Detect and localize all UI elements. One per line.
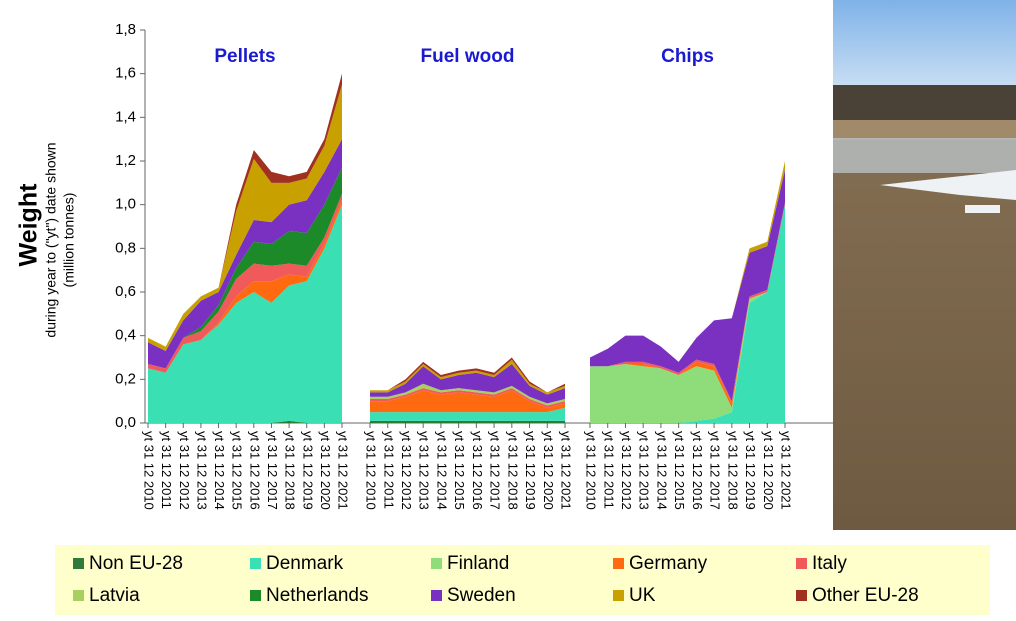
area: [590, 204, 785, 423]
panel-title: Chips: [661, 46, 714, 67]
area: [370, 420, 565, 423]
x-tick-label: yt 31 12 2010: [364, 431, 379, 510]
legend-box: [55, 545, 990, 615]
x-tick-label: yt 31 12 2012: [177, 431, 192, 510]
legend-label: Latvia: [89, 585, 140, 606]
panel-title: Pellets: [214, 46, 275, 67]
x-tick-label: yt 31 12 2010: [142, 431, 157, 510]
area: [148, 204, 342, 423]
y-axis-title: Weight: [15, 183, 43, 267]
x-tick-label: yt 31 12 2011: [159, 431, 174, 509]
photo: [833, 0, 1016, 530]
area: [370, 388, 565, 408]
legend-label: Netherlands: [266, 585, 368, 606]
x-tick-label: yt 31 12 2017: [708, 431, 723, 510]
y-tick-label: 0,6: [115, 283, 136, 300]
x-tick-label: yt 31 12 2015: [452, 431, 467, 510]
x-tick-label: yt 31 12 2013: [417, 431, 432, 510]
y-axis-subtitle: during year to ("yt") date shown: [43, 142, 59, 337]
area: [148, 193, 342, 373]
x-tick-label: yt 31 12 2014: [654, 431, 669, 510]
x-tick-label: yt 31 12 2015: [672, 431, 687, 510]
legend-label: Sweden: [447, 585, 516, 606]
y-tick-label: 1,4: [115, 108, 136, 125]
legend-swatch: [613, 590, 624, 601]
x-tick-label: yt 31 12 2020: [318, 431, 333, 510]
legend-label: Finland: [447, 553, 509, 574]
x-tick-label: yt 31 12 2017: [265, 431, 280, 510]
x-tick-label: yt 31 12 2013: [194, 431, 209, 510]
legend-swatch: [431, 558, 442, 569]
x-tick-label: yt 31 12 2016: [470, 431, 485, 510]
y-tick-label: 0,0: [115, 414, 136, 431]
x-tick-label: yt 31 12 2017: [488, 431, 503, 510]
x-tick-label: yt 31 12 2018: [725, 431, 740, 510]
legend-swatch: [73, 558, 84, 569]
x-tick-label: yt 31 12 2012: [399, 431, 414, 510]
area: [370, 359, 565, 395]
area: [370, 364, 565, 404]
panel-title: Fuel wood: [421, 46, 515, 67]
y-tick-label: 1,8: [115, 21, 136, 38]
y-tick-label: 0,4: [115, 327, 136, 344]
legend-swatch: [796, 590, 807, 601]
legend-swatch: [431, 590, 442, 601]
legend-label: Italy: [812, 553, 847, 574]
x-tick-label: yt 31 12 2021: [336, 431, 351, 510]
x-tick-label: yt 31 12 2013: [637, 431, 652, 510]
y-tick-label: 1,2: [115, 152, 136, 169]
area: [590, 169, 785, 402]
legend-label: Non EU-28: [89, 553, 183, 574]
x-tick-label: yt 31 12 2016: [690, 431, 705, 510]
area: [370, 383, 565, 406]
x-tick-label: yt 31 12 2020: [761, 431, 776, 510]
legend-label: Germany: [629, 553, 708, 574]
legend-label: UK: [629, 585, 656, 606]
x-tick-label: yt 31 12 2019: [743, 431, 758, 510]
plot-area: 0,0 0,2 0,4 0,6 0,8 1,0 1,2 1,4 1,6 1,8 Pellets yt …: [115, 21, 1016, 510]
y-tick-label: 1,6: [115, 65, 136, 82]
legend-swatch: [613, 558, 624, 569]
legend-label: Denmark: [266, 553, 344, 574]
area: [370, 407, 565, 421]
y-tick-label: 0,8: [115, 239, 136, 256]
x-tick-label: yt 31 12 2016: [247, 431, 262, 510]
x-tick-label: yt 31 12 2021: [779, 431, 794, 510]
area: [148, 84, 342, 351]
y-axis-subtitle: (million tonnes): [61, 193, 77, 288]
area: [370, 390, 565, 413]
x-tick-label: yt 31 12 2019: [300, 431, 315, 510]
legend-swatch: [250, 558, 261, 569]
legend-swatch: [796, 558, 807, 569]
x-tick-label: yt 31 12 2020: [541, 431, 556, 510]
legend-label: Other EU-28: [812, 585, 919, 606]
area: [590, 204, 785, 423]
x-tick-label: yt 31 12 2011: [601, 431, 616, 509]
x-tick-label: yt 31 12 2021: [559, 431, 574, 510]
x-tick-label: yt 31 12 2014: [212, 431, 227, 510]
y-tick-label: 1,0: [115, 196, 136, 213]
legend-swatch: [250, 590, 261, 601]
x-tick-label: yt 31 12 2019: [523, 431, 538, 510]
legend-swatch: [73, 590, 84, 601]
area: [148, 139, 342, 369]
x-tick-label: yt 31 12 2010: [584, 431, 599, 510]
y-tick-label: 0,2: [115, 370, 136, 387]
x-tick-label: yt 31 12 2014: [434, 431, 449, 510]
area: [148, 420, 342, 423]
x-tick-label: yt 31 12 2015: [230, 431, 245, 510]
x-tick-label: yt 31 12 2012: [619, 431, 634, 510]
x-tick-label: yt 31 12 2018: [505, 431, 520, 510]
legend: Non EU-28 Denmark Finland Germany Italy Latvi…: [73, 553, 919, 606]
x-tick-label: yt 31 12 2011: [381, 431, 396, 509]
x-tick-label: yt 31 12 2018: [283, 431, 298, 510]
area: [148, 167, 342, 369]
